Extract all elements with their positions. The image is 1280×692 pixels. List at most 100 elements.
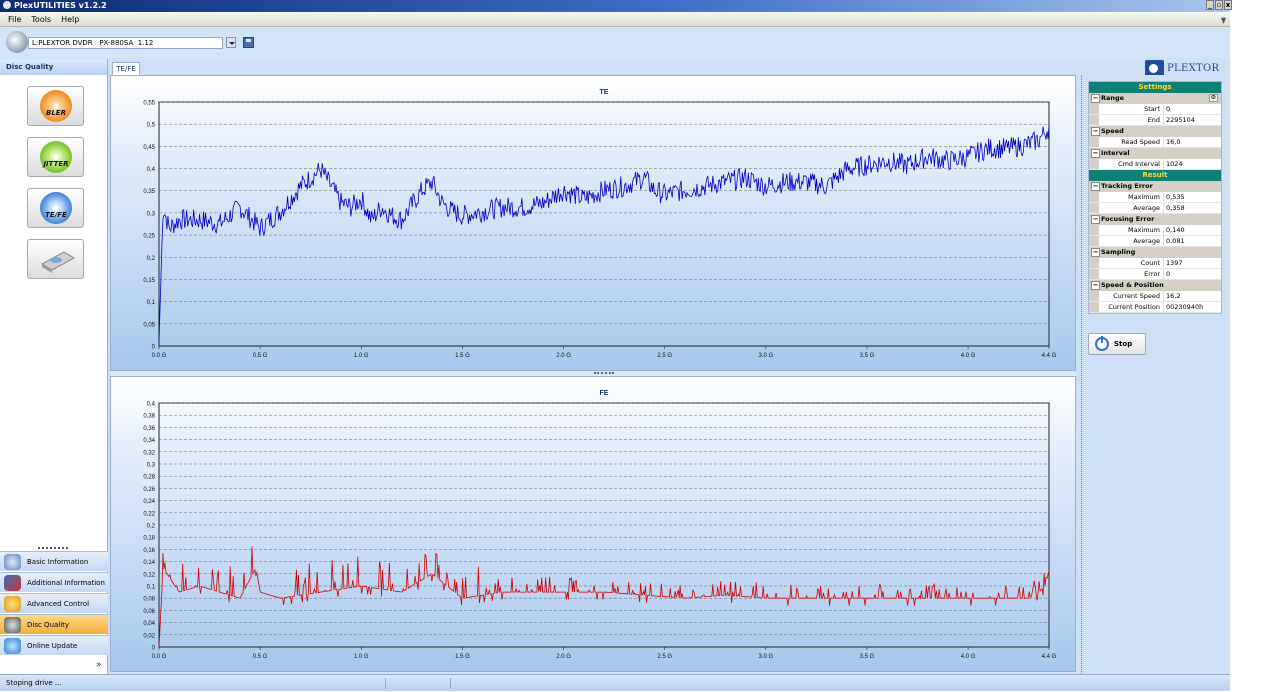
fe-chart-panel: FE 0 0,02 0,04 0,06 0,08 0,1 0,12 0,14 0,16 0,18 0,…: [110, 376, 1076, 672]
fe-y-tick-label: 0,4: [147, 402, 156, 408]
nav-online-update[interactable]: Online Update: [0, 635, 108, 655]
end-row: End 2295104: [1089, 115, 1221, 126]
current-speed-value: 16,2: [1166, 292, 1181, 300]
bler-label: BLER: [46, 109, 66, 117]
fe-avg-row: Average 0,081: [1089, 236, 1221, 247]
settings-header: Settings: [1089, 82, 1221, 93]
menu-tools[interactable]: Tools: [31, 15, 52, 24]
fe-y-tick-label: 0,14: [143, 560, 155, 566]
end-value[interactable]: 2295104: [1166, 116, 1195, 124]
fe-y-tick-label: 0,16: [143, 548, 155, 554]
fe-y-tick-label: 0,28: [143, 475, 155, 481]
sampling-category[interactable]: Sampling: [1089, 247, 1221, 258]
scan-button[interactable]: [27, 239, 84, 279]
te-y-tick-label: 0,35: [143, 189, 155, 195]
sampling-label: Sampling: [1101, 248, 1136, 256]
error-row: Error 0: [1089, 269, 1221, 280]
nav-label: Online Update: [27, 642, 78, 650]
fe-y-tick-label: 0,2: [147, 524, 156, 530]
range-options-icon[interactable]: ⚙: [1209, 94, 1218, 102]
nav-advanced-control[interactable]: Advanced Control: [0, 593, 108, 613]
fe-max-label: Maximum: [1089, 225, 1164, 235]
speed-position-label: Speed & Position: [1101, 281, 1164, 289]
te-y-tick-label: 0,4: [147, 167, 156, 173]
jitter-button[interactable]: JITTER: [27, 137, 84, 177]
fe-series-line: [158, 546, 1050, 648]
chevron-down-icon[interactable]: [226, 37, 236, 48]
fe-x-tick-label: 0.5 G: [253, 654, 268, 660]
tefe-button[interactable]: TE/FE: [27, 188, 84, 228]
bler-button[interactable]: BLER: [27, 86, 84, 126]
close-button[interactable]: x: [1224, 0, 1232, 10]
read-speed-row: Read Speed 16,0: [1089, 137, 1221, 148]
te-x-tick-label: 2.0 G: [556, 353, 571, 359]
fe-y-tick-label: 0,38: [143, 414, 155, 420]
drive-select[interactable]: L:PLEXTOR DVDR PX-880SA 1.12: [28, 37, 223, 49]
app-window: PlexUTILITIES v1.2.2 _ ▫ x File Tools He…: [0, 0, 1230, 691]
menu-overflow-icon[interactable]: [1221, 17, 1226, 24]
save-icon[interactable]: [243, 37, 254, 48]
error-label: Error: [1089, 269, 1164, 279]
read-speed-label: Read Speed: [1089, 137, 1164, 147]
fe-y-tick-label: 0,08: [143, 597, 155, 603]
start-value[interactable]: 0: [1166, 105, 1171, 113]
status-bar: Stoping drive ...: [0, 674, 1230, 691]
te-chart-title: TE: [600, 89, 609, 96]
te-y-tick-label: 0: [152, 345, 156, 351]
drive-icon: [6, 31, 28, 53]
interval-category[interactable]: Interval: [1089, 148, 1221, 159]
te-y-tick-label: 0,45: [143, 145, 155, 151]
fe-x-tick-label: 4.0 G: [961, 654, 976, 660]
fe-avg-label: Average: [1089, 236, 1164, 246]
menu-help[interactable]: Help: [61, 15, 80, 24]
range-label: Range: [1101, 94, 1125, 102]
tab-tefe[interactable]: TE/FE: [112, 62, 140, 75]
speed-position-category[interactable]: Speed & Position: [1089, 280, 1221, 291]
fe-chart-svg: FE 0 0,02 0,04 0,06 0,08 0,1 0,12 0,14 0,16 0,18 0,…: [143, 390, 1057, 660]
te-avg-label: Average: [1089, 203, 1164, 213]
cmd-interval-value[interactable]: 1024: [1166, 160, 1183, 168]
minimize-button[interactable]: _: [1206, 0, 1214, 10]
te-y-tick-label: 0,15: [143, 278, 155, 284]
menu-file[interactable]: File: [8, 15, 22, 24]
nav-basic-information[interactable]: Basic Information: [0, 551, 108, 571]
nav-disc-quality[interactable]: Disc Quality: [0, 614, 108, 634]
jitter-label: JITTER: [43, 160, 69, 168]
range-category[interactable]: Range ⚙: [1089, 93, 1221, 104]
fe-y-tick-label: 0,24: [143, 499, 155, 505]
read-speed-value[interactable]: 16,0: [1166, 138, 1181, 146]
te-chart-svg: TE 0 0,05 0,1 0,15 0,2 0,25 0,3 0,35 0,4 0,45 0,5 0,…: [143, 89, 1057, 359]
te-y-tick-label: 0,55: [143, 101, 155, 107]
fe-x-tick-label: 4.4 G: [1042, 654, 1057, 660]
speed-category[interactable]: Speed: [1089, 126, 1221, 137]
panel-grip[interactable]: [38, 547, 68, 549]
te-x-tick-label: 0.5 G: [253, 353, 268, 359]
nav-additional-information[interactable]: Additional Information: [0, 572, 108, 592]
interval-label: Interval: [1101, 149, 1130, 157]
chart-splitter[interactable]: [110, 371, 1076, 376]
tracking-error-category[interactable]: Tracking Error: [1089, 181, 1221, 192]
te-max-value: 0,535: [1166, 193, 1185, 201]
count-row: Count 1397: [1089, 258, 1221, 269]
focusing-error-category[interactable]: Focusing Error: [1089, 214, 1221, 225]
plextor-logo: PLEXTOR: [1145, 60, 1219, 77]
te-y-tick-label: 0,3: [147, 211, 156, 217]
tefe-label: TE/FE: [45, 211, 67, 219]
maximize-button[interactable]: ▫: [1215, 0, 1223, 10]
current-speed-label: Current Speed: [1089, 291, 1164, 301]
te-x-tick-label: 4.4 G: [1042, 353, 1057, 359]
plextor-logo-text: PLEXTOR: [1167, 63, 1220, 74]
status-text: Stoping drive ...: [6, 679, 62, 687]
nav-expand-icon[interactable]: »: [96, 660, 102, 670]
te-y-tick-label: 0,05: [143, 322, 155, 328]
te-y-tick-label: 0,5: [147, 123, 156, 129]
fe-chart-title: FE: [600, 390, 609, 397]
stop-button[interactable]: Stop: [1088, 333, 1146, 355]
left-panel: Disc Quality BLER JITTER TE/FE Basic Inf…: [0, 59, 108, 674]
power-icon: [1095, 336, 1109, 351]
te-max-label: Maximum: [1089, 192, 1164, 202]
tefe-disc-icon: TE/FE: [40, 192, 72, 224]
count-value: 1397: [1166, 259, 1183, 267]
stop-label: Stop: [1114, 340, 1133, 348]
